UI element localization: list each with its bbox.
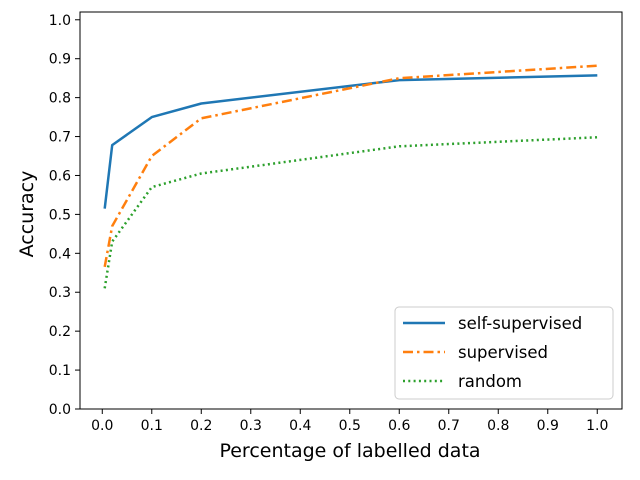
x-tick-label: 0.9 (537, 418, 559, 434)
series-line-self-supervised (103, 74, 598, 209)
legend: self-supervised supervised random (394, 306, 614, 400)
series-line-random (103, 136, 598, 289)
y-tick-label: 0.8 (49, 91, 71, 107)
y-tick-label: 0.2 (49, 324, 71, 340)
x-tick-label: 0.2 (190, 418, 212, 434)
y-axis-title: Accuracy (16, 171, 38, 258)
legend-box (394, 306, 614, 400)
x-tick-label: 0.6 (388, 418, 410, 434)
legend-label-supervised: supervised (458, 343, 548, 362)
y-tick-label: 0.3 (49, 285, 71, 301)
series-line-supervised (103, 64, 598, 268)
ticks: 0.0 0.1 0.2 0.3 0.4 0.5 0.6 0.7 0.8 0.9 1.0 0.0 0.1 0… (49, 13, 609, 434)
axes (79, 11, 623, 410)
x-tick-label: 0.7 (438, 418, 460, 434)
y-tick-label: 0.9 (49, 52, 71, 68)
x-tick-label: 0.3 (240, 418, 262, 434)
y-tick-label: 0.5 (49, 207, 71, 223)
legend-label-self-supervised: self-supervised (458, 314, 582, 333)
x-tick-label: 0.4 (289, 418, 311, 434)
legend-label-random: random (458, 372, 522, 391)
x-axis-title: Percentage of labelled data (219, 440, 480, 462)
y-tick-label: 0.4 (49, 246, 71, 262)
y-tick-label: 0.1 (49, 363, 71, 379)
plot-frame (79, 11, 623, 410)
x-tick-label: 1.0 (586, 418, 608, 434)
y-tick-label: 0.7 (49, 130, 71, 146)
y-tick-label: 1.0 (49, 13, 71, 29)
x-tick-label: 0.8 (487, 418, 509, 434)
plot-lines (103, 64, 598, 289)
y-tick-label: 0.6 (49, 168, 71, 184)
x-tick-label: 0.5 (339, 418, 361, 434)
y-tick-label: 0.0 (49, 402, 71, 418)
x-tick-label: 0.1 (141, 418, 163, 434)
x-tick-label: 0.0 (91, 418, 113, 434)
